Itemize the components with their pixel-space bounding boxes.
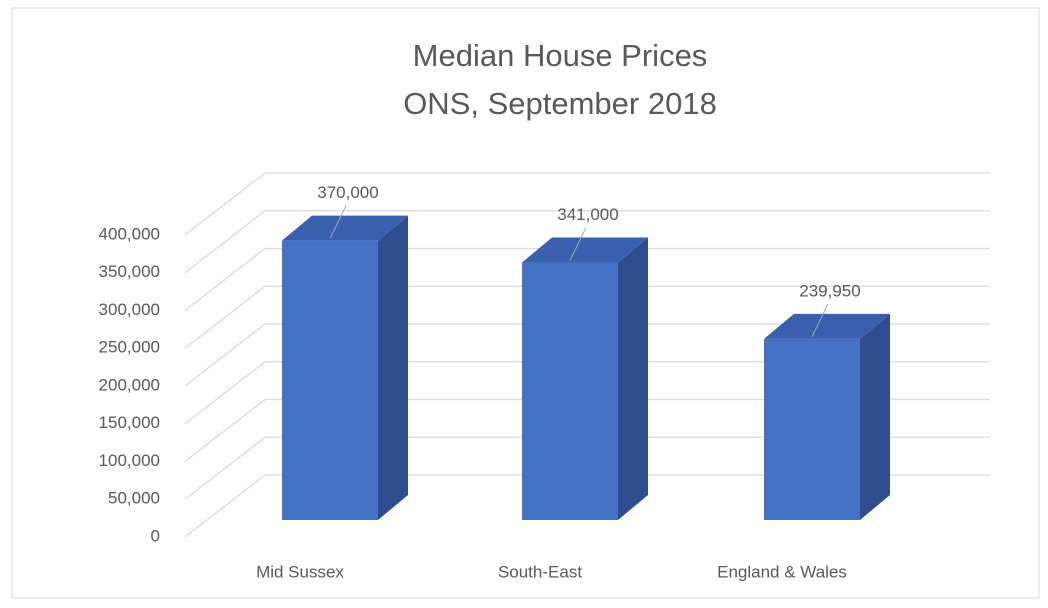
y-tick-label: 150,000 [99,413,160,432]
grid-line [184,210,990,274]
y-tick-label: 350,000 [99,262,160,281]
leader-line [811,303,829,338]
grid-line [184,323,990,387]
y-tick-label: 250,000 [99,338,160,357]
data-label: 239,950 [799,281,860,300]
grid-line [184,436,990,500]
chart-subtitle: ONS, September 2018 [403,86,717,121]
data-label: 341,000 [557,205,618,224]
bar-side [378,215,408,520]
bar [282,240,378,520]
y-tick-label: 100,000 [99,451,160,470]
bar [764,338,860,520]
grid-line [184,247,990,312]
leader-line [569,227,587,261]
grid-line [184,285,990,349]
y-tick-label: 200,000 [99,375,160,394]
x-tick-label: England & Wales [717,562,847,581]
chart-title: Median House Prices [413,38,708,73]
grid-line [184,361,990,425]
bar-side [618,237,648,521]
leader-line [329,205,347,239]
x-tick-label: South-East [498,562,582,581]
x-tick-label: Mid Sussex [256,562,344,581]
y-tick-label: 50,000 [108,489,160,508]
bar-top [282,215,408,241]
y-tick-label: 0 [151,526,160,545]
bar-top [522,237,648,263]
y-tick-label: 300,000 [99,300,160,319]
data-label: 370,000 [317,183,378,202]
bar-side [860,313,890,520]
y-tick-label: 400,000 [99,224,160,243]
grid-line [184,172,990,236]
grid-line [184,474,990,538]
bar-top [764,313,890,339]
bar [522,262,618,520]
grid-line [184,398,990,463]
